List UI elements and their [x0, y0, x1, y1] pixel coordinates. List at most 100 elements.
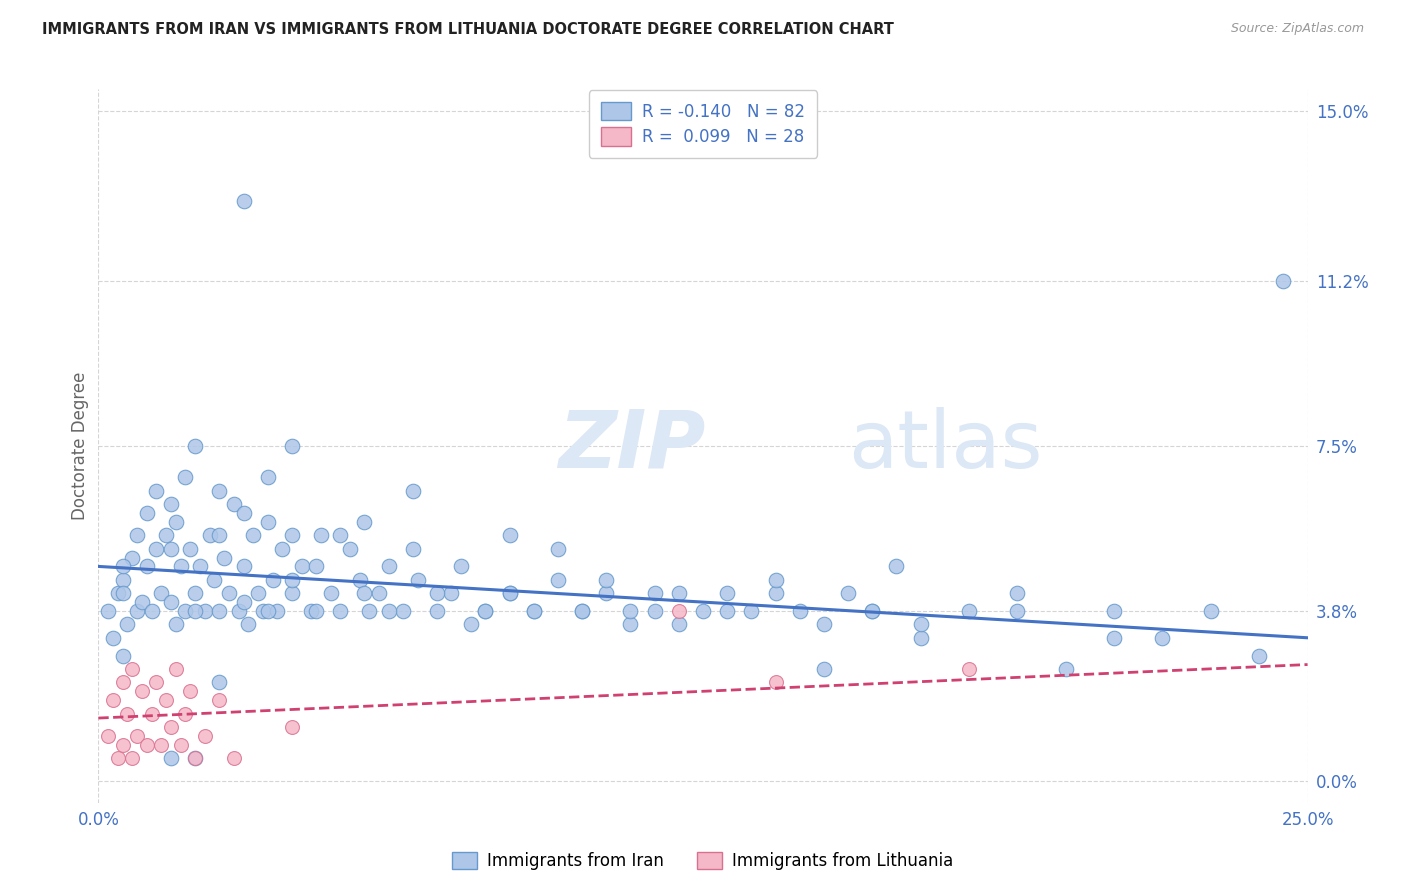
Point [547, 541, 569, 556]
Point [101, 631, 124, 645]
Point [222, 497, 245, 511]
Point [150, 586, 173, 600]
Point [117, 706, 139, 721]
Point [329, 528, 352, 542]
Point [910, 631, 932, 645]
Point [353, 586, 375, 600]
Point [523, 604, 546, 618]
Point [228, 604, 250, 618]
Point [547, 573, 569, 587]
Point [111, 573, 134, 587]
Point [281, 586, 304, 600]
Point [141, 604, 163, 618]
Point [299, 604, 322, 618]
Point [208, 693, 231, 707]
Point [127, 604, 149, 618]
Point [668, 604, 690, 618]
Point [1102, 631, 1125, 645]
Point [957, 662, 980, 676]
Point [262, 573, 284, 587]
Point [107, 751, 129, 765]
Point [247, 586, 270, 600]
Point [619, 617, 641, 632]
Point [426, 604, 449, 618]
Point [765, 675, 787, 690]
Point [218, 586, 240, 600]
Point [359, 604, 381, 618]
Point [256, 604, 278, 618]
Point [957, 604, 980, 618]
Point [377, 559, 399, 574]
Text: atlas: atlas [848, 407, 1042, 485]
Point [837, 586, 859, 600]
Point [208, 528, 231, 542]
Point [145, 483, 167, 498]
Point [232, 194, 254, 208]
Point [165, 515, 187, 529]
Point [150, 738, 173, 752]
Point [111, 586, 134, 600]
Point [740, 604, 762, 618]
Point [305, 604, 328, 618]
Point [619, 604, 641, 618]
Point [165, 662, 187, 676]
Point [392, 604, 415, 618]
Point [271, 541, 294, 556]
Point [101, 693, 124, 707]
Point [886, 559, 908, 574]
Point [281, 720, 304, 734]
Text: ZIP: ZIP [558, 407, 706, 485]
Point [571, 604, 593, 618]
Point [1249, 648, 1271, 663]
Point [266, 604, 288, 618]
Point [474, 604, 496, 618]
Point [440, 586, 463, 600]
Point [668, 586, 690, 600]
Point [145, 541, 167, 556]
Point [498, 528, 520, 542]
Point [232, 559, 254, 574]
Point [117, 617, 139, 632]
Point [860, 604, 883, 618]
Point [349, 573, 371, 587]
Point [402, 483, 425, 498]
Point [121, 662, 143, 676]
Point [353, 515, 375, 529]
Legend: R = -0.140   N = 82, R =  0.099   N = 28: R = -0.140 N = 82, R = 0.099 N = 28 [589, 90, 817, 158]
Point [402, 541, 425, 556]
Point [204, 573, 226, 587]
Point [232, 595, 254, 609]
Point [426, 586, 449, 600]
Point [368, 586, 391, 600]
Point [595, 586, 617, 600]
Point [184, 586, 207, 600]
Text: IMMIGRANTS FROM IRAN VS IMMIGRANTS FROM LITHUANIA DOCTORATE DEGREE CORRELATION C: IMMIGRANTS FROM IRAN VS IMMIGRANTS FROM … [42, 22, 894, 37]
Point [135, 506, 157, 520]
Point [644, 586, 666, 600]
Point [169, 559, 191, 574]
Point [179, 684, 201, 698]
Y-axis label: Doctorate Degree: Doctorate Degree [70, 372, 89, 520]
Point [377, 604, 399, 618]
Point [1054, 662, 1077, 676]
Point [232, 506, 254, 520]
Point [256, 470, 278, 484]
Point [160, 751, 183, 765]
Point [242, 528, 264, 542]
Point [305, 559, 328, 574]
Point [208, 483, 231, 498]
Point [1199, 604, 1222, 618]
Legend: Immigrants from Iran, Immigrants from Lithuania: Immigrants from Iran, Immigrants from Li… [444, 843, 962, 879]
Point [188, 559, 211, 574]
Point [789, 604, 811, 618]
Point [716, 604, 738, 618]
Point [498, 586, 520, 600]
Point [155, 528, 177, 542]
Point [498, 586, 520, 600]
Point [523, 604, 546, 618]
Point [160, 720, 183, 734]
Point [135, 559, 157, 574]
Point [319, 586, 342, 600]
Point [222, 751, 245, 765]
Point [339, 541, 361, 556]
